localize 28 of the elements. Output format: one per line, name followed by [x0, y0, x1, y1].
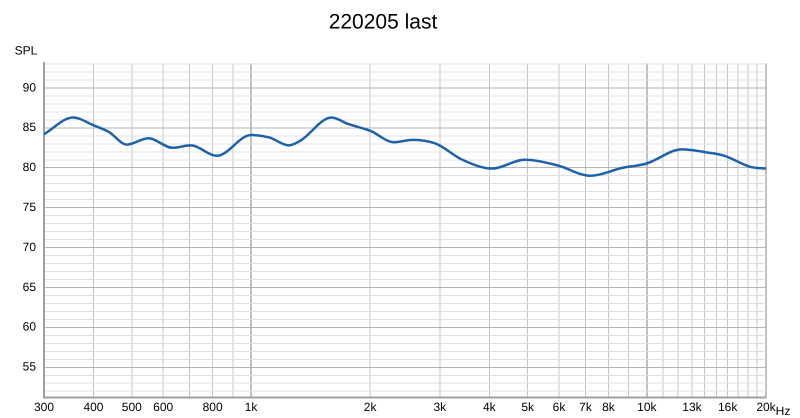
x-tick-label: 13k	[682, 400, 703, 414]
x-tick-label: 6k	[552, 400, 566, 414]
y-tick-label: 60	[22, 320, 36, 334]
y-tick-label: 70	[22, 240, 36, 254]
y-tick-label: 80	[22, 160, 36, 174]
x-tick-label: 3k	[434, 400, 448, 414]
x-tick-label: 1k	[244, 400, 258, 414]
y-tick-label: 75	[22, 200, 36, 214]
x-tick-label: 600	[153, 400, 174, 414]
x-tick-label: 800	[202, 400, 223, 414]
chart-title: 220205 last	[328, 10, 438, 34]
y-axis-title: SPL	[14, 44, 38, 58]
x-tick-label: 10k	[637, 400, 658, 414]
x-axis-title: Hz	[776, 404, 790, 418]
x-tick-label: 7k	[579, 400, 593, 414]
x-tick-label: 400	[83, 400, 104, 414]
y-tick-label: 55	[22, 360, 36, 374]
x-tick-label: 300	[34, 400, 54, 414]
x-tick-label: 16k	[718, 400, 738, 414]
x-tick-label: 2k	[364, 400, 378, 414]
x-tick-label: 4k	[482, 400, 497, 414]
x-tick-label: 500	[122, 400, 142, 414]
x-tick-label: 8k	[602, 400, 616, 414]
x-tick-label: 20k	[756, 400, 777, 414]
y-tick-label: 85	[22, 120, 36, 134]
x-tick-label: 5k	[521, 400, 536, 414]
y-tick-label: 65	[22, 280, 36, 294]
y-tick-label: 90	[22, 80, 36, 94]
